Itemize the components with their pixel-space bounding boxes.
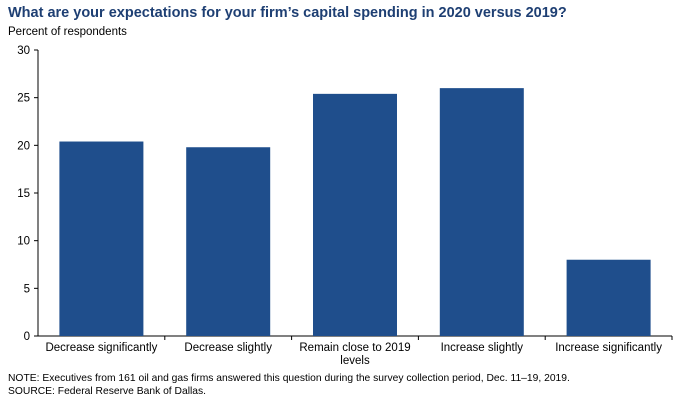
x-tick-label: Increase slightly <box>441 342 524 354</box>
y-tick-label: 25 <box>17 93 30 105</box>
chart-title: What are your expectations for your firm… <box>8 5 567 21</box>
bar <box>186 147 271 336</box>
bar <box>566 259 651 336</box>
y-axis-label: Percent of respondents <box>8 26 127 38</box>
x-tick-label: Remain close to 2019 levels <box>299 342 410 367</box>
note-text: NOTE: Executives from 161 oil and gas fi… <box>8 373 570 384</box>
bar <box>59 141 144 336</box>
bar <box>439 88 524 336</box>
x-tick-label: Decrease slightly <box>184 342 272 354</box>
y-tick-label: 20 <box>17 140 30 152</box>
footnote: NOTE: Executives from 161 oil and gas fi… <box>8 373 570 398</box>
y-tick-label: 15 <box>17 188 30 200</box>
y-tick-label: 10 <box>17 236 30 248</box>
y-tick-label: 5 <box>24 283 30 295</box>
source-text: SOURCE: Federal Reserve Bank of Dallas. <box>8 385 207 397</box>
y-tick-label: 30 <box>17 45 30 57</box>
bar <box>313 93 397 336</box>
x-tick-label: Decrease significantly <box>45 342 157 354</box>
y-tick-label: 0 <box>24 331 30 343</box>
x-tick-label: Increase significantly <box>555 342 662 354</box>
